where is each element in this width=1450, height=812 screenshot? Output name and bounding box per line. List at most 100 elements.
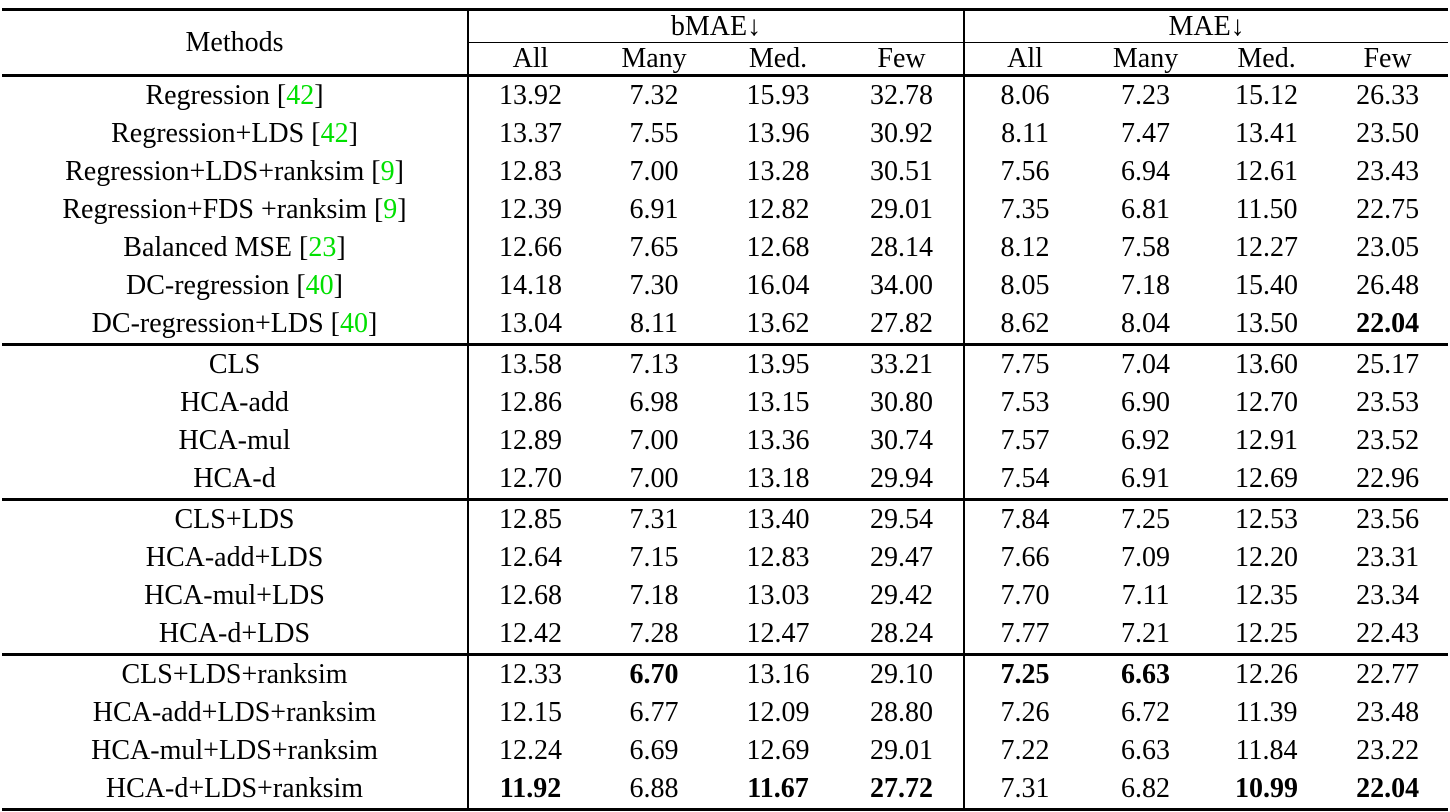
value-cell: 7.11	[1121, 580, 1170, 611]
value-cell: 13.15	[746, 387, 810, 418]
value-cell: 7.56	[1000, 156, 1050, 187]
value-cell: 13.92	[499, 80, 562, 111]
value-cell: 30.74	[840, 422, 966, 460]
value-cell: 30.80	[840, 384, 966, 422]
value-cell: 8.05	[1000, 270, 1050, 301]
value-cell: 23.34	[1356, 580, 1420, 611]
value-cell: 7.00	[629, 463, 679, 494]
method-label: HCA-add+LDS+ranksim	[92, 697, 377, 728]
citation-link[interactable]: 9	[380, 156, 395, 187]
col-header-bmae-few: Few	[840, 42, 966, 77]
table-row: HCA-mul+LDS+ranksim 12.24 6.69 12.69 29.01 7.…	[2, 732, 1448, 770]
value-cell: 7.53	[1000, 387, 1050, 418]
value-cell: 12.26	[1206, 653, 1328, 694]
value-cell: 7.55	[629, 118, 679, 149]
method-cell: CLS+LDS	[2, 498, 469, 539]
value-cell: 26.33	[1356, 80, 1420, 111]
value-cell: 29.01	[840, 732, 966, 770]
value-cell: 12.09	[746, 697, 810, 728]
table-row: Regression+LDS [42] 13.37 7.55 13.96 30.92 8.…	[2, 115, 1448, 153]
value-cell: 7.28	[629, 618, 679, 649]
method-cell: Regression+LDS+ranksim [9]	[2, 153, 469, 191]
value-cell: 13.50	[1235, 308, 1299, 339]
method-label: CLS+LDS	[174, 504, 295, 535]
value-cell: 13.58	[468, 343, 592, 384]
value-cell: 12.20	[1235, 542, 1299, 573]
value-cell: 6.63	[1121, 735, 1171, 766]
value-cell: 7.77	[1000, 618, 1050, 649]
citation-link[interactable]: 9	[383, 194, 398, 225]
table-row: Regression+FDS +ranksim [9] 12.39 6.91 12.8…	[2, 191, 1448, 229]
value-cell: 7.26	[1000, 697, 1050, 728]
value-cell: 7.23	[1121, 80, 1171, 111]
value-cell: 6.82	[1121, 773, 1171, 804]
value-cell: 26.48	[1356, 270, 1420, 301]
method-label: DC-regression+LDS	[91, 308, 324, 339]
citation-link[interactable]: 40	[339, 308, 368, 339]
value-cell: 13.96	[746, 118, 810, 149]
value-cell: 25.17	[1327, 343, 1449, 384]
value-cell: 8.11	[1001, 118, 1050, 149]
value-cell: 6.72	[1121, 697, 1171, 728]
method-cell: CLS	[2, 343, 469, 384]
method-cell: HCA-mul	[2, 422, 469, 460]
method-label: HCA-d+LDS	[158, 618, 311, 649]
value-cell: 7.70	[1000, 580, 1050, 611]
table-row: HCA-add 12.86 6.98 13.15 30.80 7.53 6.90 12.70 2…	[2, 384, 1448, 422]
col-header-bmae-med: Med.	[716, 42, 840, 77]
method-label: HCA-add	[180, 387, 289, 418]
value-cell: 6.88	[629, 773, 679, 804]
value-cell: 34.00	[840, 267, 966, 305]
method-cell: HCA-add	[2, 384, 469, 422]
value-cell: 13.36	[746, 425, 810, 456]
value-cell: 22.04	[1356, 773, 1420, 804]
value-cell: 8.11	[630, 308, 678, 339]
value-cell: 13.40	[716, 498, 840, 539]
value-cell: 7.00	[629, 425, 679, 456]
value-cell: 23.22	[1356, 735, 1420, 766]
method-cell: HCA-add+LDS	[2, 539, 469, 577]
value-cell: 22.77	[1327, 653, 1449, 694]
value-cell: 12.85	[468, 498, 592, 539]
value-cell: 12.70	[499, 463, 562, 494]
method-label: Regression+FDS +ranksim	[62, 194, 367, 225]
value-cell: 8.04	[1121, 308, 1171, 339]
method-label: HCA-mul	[178, 425, 291, 456]
value-cell: 7.25	[964, 653, 1086, 694]
value-cell: 12.70	[1235, 387, 1299, 418]
value-cell: 12.27	[1235, 232, 1299, 263]
value-cell: 13.18	[746, 463, 810, 494]
mae-group-header: MAE↓	[964, 9, 1449, 43]
method-cell: HCA-d+LDS+ranksim	[2, 770, 469, 810]
value-cell: 13.16	[716, 653, 840, 694]
table-row: Regression+LDS+ranksim [9] 12.83 7.00 13.28…	[2, 153, 1448, 191]
citation-link[interactable]: 40	[305, 270, 334, 301]
value-cell: 6.94	[1121, 156, 1171, 187]
value-cell: 12.33	[468, 653, 592, 694]
table-row: DC-regression+LDS [40] 13.04 8.11 13.62 27.8…	[2, 305, 1448, 345]
value-cell: 12.42	[499, 618, 562, 649]
citation-link[interactable]: 42	[320, 118, 349, 149]
method-label: Balanced MSE	[123, 232, 293, 263]
citation-link[interactable]: 42	[286, 80, 315, 111]
value-cell: 23.31	[1356, 542, 1420, 573]
value-cell: 23.56	[1327, 498, 1449, 539]
value-cell: 15.40	[1235, 270, 1299, 301]
value-cell: 13.41	[1235, 118, 1299, 149]
value-cell: 7.65	[629, 232, 679, 263]
value-cell: 7.57	[1000, 425, 1050, 456]
bmae-group-header: bMAE↓	[468, 9, 966, 43]
method-label: DC-regression	[126, 270, 290, 301]
method-label: HCA-add+LDS	[145, 542, 324, 573]
value-cell: 7.84	[964, 498, 1086, 539]
method-label: HCA-mul+LDS+ranksim	[91, 735, 378, 766]
value-cell: 8.06	[1000, 80, 1050, 111]
method-cell: HCA-d+LDS	[2, 615, 469, 655]
col-header-mae-many: Many	[1085, 42, 1207, 77]
value-cell: 22.04	[1356, 308, 1420, 339]
value-cell: 11.50	[1235, 194, 1298, 225]
citation-link[interactable]: 23	[308, 232, 337, 263]
value-cell: 12.66	[499, 232, 562, 263]
value-cell: 12.61	[1235, 156, 1299, 187]
table-row: DC-regression [40] 14.18 7.30 16.04 34.00 8.0…	[2, 267, 1448, 305]
